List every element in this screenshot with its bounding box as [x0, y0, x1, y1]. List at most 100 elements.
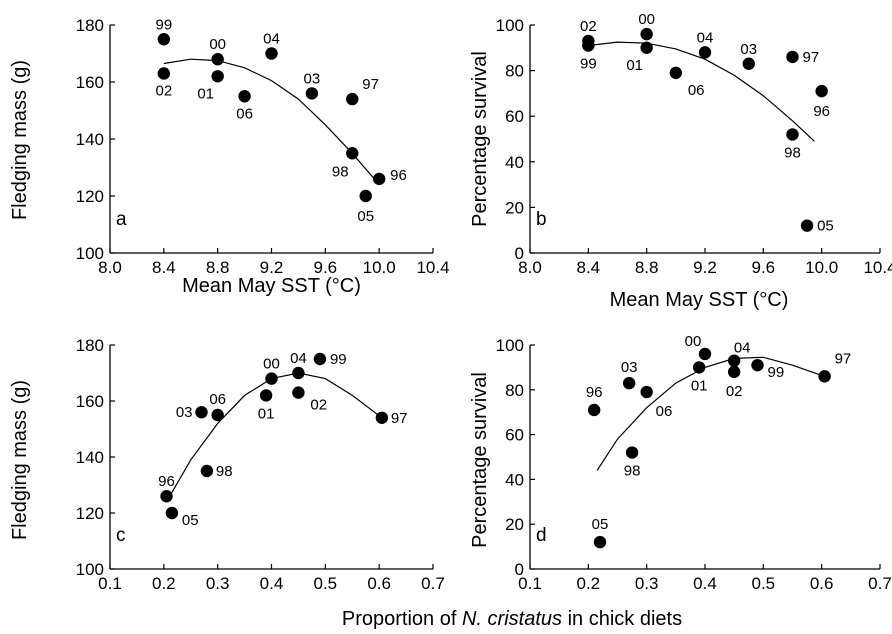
- point-label-d-01: 01: [691, 377, 708, 394]
- y-axis-title-b: Percentage survival: [469, 51, 491, 227]
- x-tick-label-b-1: 8.4: [577, 258, 601, 277]
- x-tick-label-b-2: 8.8: [635, 258, 659, 277]
- x-tick-label-a-1: 8.4: [152, 258, 176, 277]
- point-label-c-99: 99: [330, 351, 347, 368]
- data-point-b-96: [815, 84, 828, 98]
- x-tick-label-c-1: 0.2: [152, 574, 176, 593]
- y-tick-label-b-5: 100: [496, 16, 524, 35]
- y-tick-label-b-2: 40: [505, 153, 524, 172]
- panel-letter-d: d: [536, 525, 547, 546]
- data-point-d-98: [625, 446, 639, 459]
- data-point-d-99: [751, 358, 764, 372]
- point-label-c-97: 97: [391, 410, 408, 427]
- data-point-b-01: [640, 41, 653, 54]
- fit-curve-c: [165, 372, 383, 503]
- data-point-b-99: [582, 39, 595, 52]
- data-point-b-05: [800, 219, 814, 232]
- point-label-c-04: 04: [290, 350, 307, 367]
- y-tick-label-a-2: 140: [76, 130, 104, 149]
- data-point-c-97: [375, 411, 389, 424]
- point-label-a-03: 03: [304, 70, 321, 87]
- data-point-b-00: [640, 27, 653, 41]
- fit-curve-a: [163, 58, 380, 185]
- data-point-b-06: [669, 66, 683, 80]
- point-label-c-06: 06: [209, 391, 226, 408]
- point-label-b-05: 05: [817, 218, 834, 235]
- data-point-c-01: [259, 389, 273, 402]
- point-label-b-01: 01: [626, 57, 643, 74]
- x-tick-label-d-1: 0.2: [577, 574, 601, 593]
- point-label-d-02: 02: [726, 383, 743, 400]
- y-tick-label-d-1: 20: [505, 515, 524, 534]
- y-tick-label-d-3: 60: [505, 426, 524, 445]
- point-label-c-02: 02: [310, 397, 327, 414]
- point-label-a-00: 00: [209, 36, 226, 53]
- panel-c: 0.1 0.2 0.3 0.4 0.5 0.6 0.7 100 120 140 160 180 Fled…: [9, 336, 445, 593]
- data-point-d-05: [593, 535, 607, 549]
- point-label-a-01: 01: [197, 85, 214, 102]
- point-label-b-97: 97: [803, 49, 820, 66]
- x-tick-label-c-3: 0.4: [260, 574, 284, 593]
- point-label-d-05: 05: [592, 516, 609, 533]
- x-tick-label-b-4: 9.6: [752, 258, 776, 277]
- point-label-b-03: 03: [740, 41, 757, 58]
- x-tick-label-a-4: 9.6: [314, 258, 338, 277]
- point-label-b-02: 02: [580, 18, 597, 35]
- shared-x-axis-title-part-1: Proportion of: [342, 608, 462, 630]
- data-point-a-02: [157, 67, 171, 80]
- x-tick-label-d-6: 0.7: [868, 574, 892, 593]
- y-tick-label-b-4: 80: [505, 62, 524, 81]
- y-tick-label-c-4: 180: [76, 336, 104, 355]
- fit-curve-b: [588, 41, 815, 142]
- x-tick-label-b-0: 8.0: [518, 258, 542, 277]
- point-label-b-98: 98: [784, 144, 801, 161]
- y-tick-label-d-4: 80: [505, 381, 524, 400]
- y-tick-label-c-1: 120: [76, 504, 104, 523]
- shared-x-axis-title-part-2: in chick diets: [562, 608, 682, 630]
- point-label-d-98: 98: [624, 463, 641, 480]
- data-point-d-00: [698, 347, 712, 361]
- data-point-d-04: [727, 354, 741, 367]
- y-tick-label-b-1: 20: [505, 198, 524, 217]
- point-label-a-02: 02: [155, 82, 172, 99]
- x-tick-label-d-3: 0.4: [693, 574, 717, 593]
- point-label-c-05: 05: [182, 512, 199, 529]
- y-tick-label-b-0: 0: [515, 244, 524, 263]
- x-axis-title-b: Mean May SST (°C): [610, 289, 789, 311]
- x-tick-label-c-6: 0.7: [421, 574, 445, 593]
- data-point-d-03: [622, 376, 636, 390]
- data-point-b-04: [698, 46, 712, 59]
- x-tick-label-a-0: 8.0: [98, 258, 122, 277]
- x-tick-label-b-3: 9.2: [693, 258, 717, 277]
- x-tick-label-b-5: 10.0: [805, 258, 838, 277]
- data-point-d-02: [727, 365, 741, 379]
- point-label-b-06: 06: [688, 82, 705, 99]
- point-label-b-96: 96: [813, 103, 830, 120]
- y-tick-label-d-2: 40: [505, 470, 524, 489]
- x-tick-label-a-6: 10.4: [416, 258, 449, 277]
- data-point-c-02: [292, 386, 305, 399]
- point-label-a-04: 04: [263, 31, 280, 48]
- data-point-c-98: [200, 464, 214, 478]
- data-point-c-06: [211, 408, 224, 422]
- data-point-b-98: [786, 128, 799, 141]
- point-label-c-01: 01: [258, 405, 275, 422]
- point-label-a-06: 06: [236, 105, 253, 122]
- y-tick-label-d-0: 0: [515, 560, 524, 579]
- data-point-a-06: [238, 90, 251, 103]
- data-point-c-96: [160, 490, 173, 503]
- x-tick-label-a-2: 8.8: [206, 258, 230, 277]
- x-tick-label-d-0: 0.1: [518, 574, 542, 593]
- y-tick-label-a-3: 160: [76, 73, 104, 92]
- data-point-b-97: [786, 50, 799, 64]
- x-tick-label-d-5: 0.6: [810, 574, 834, 593]
- x-tick-label-a-5: 10.0: [363, 258, 396, 277]
- point-label-d-96: 96: [586, 384, 603, 401]
- point-label-a-97: 97: [362, 76, 379, 93]
- x-tick-label-c-2: 0.3: [206, 574, 230, 593]
- y-tick-label-b-3: 60: [505, 107, 524, 126]
- data-point-c-03: [195, 406, 208, 419]
- panel-a: 8.0 8.4 8.8 9.2 9.6 10.0 10.4 100 120 140 160 180 Me…: [9, 16, 450, 297]
- data-point-d-06: [640, 385, 653, 399]
